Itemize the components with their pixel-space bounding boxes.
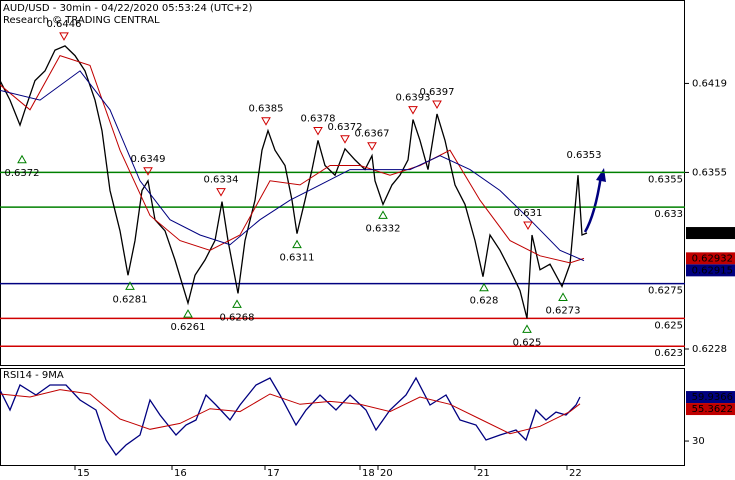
- last-value-label: 0.63114: [692, 228, 733, 239]
- trough-marker: [125, 281, 135, 290]
- trough-marker: [378, 210, 388, 219]
- last-value-box: [686, 252, 735, 265]
- x-tick-label: 16: [174, 468, 187, 479]
- peak-marker: [432, 100, 442, 110]
- peak-label: 0.6378: [301, 113, 336, 124]
- trough-marker: [17, 154, 27, 164]
- x-tick-label: 15: [77, 468, 90, 479]
- chart-title: AUD/USD - 30min - 04/22/2020 05:53:24 (U…: [3, 3, 252, 14]
- peak-marker: [367, 142, 377, 151]
- x-tick-label: 21: [477, 468, 490, 479]
- peak-marker: [523, 221, 533, 230]
- y-tick-label: 0.6419: [692, 78, 727, 89]
- y-tick-label: 30: [692, 436, 705, 447]
- trough-label: 0.6311: [280, 253, 315, 264]
- rsi-title: RSI14 - 9MA: [3, 370, 64, 381]
- series-line: [0, 45, 588, 319]
- forecast-arrowhead: [596, 168, 606, 182]
- chart-subtitle: Research © TRADING CENTRAL: [3, 15, 160, 26]
- peak-label: 0.6446: [47, 19, 82, 30]
- last-value-label: 0.62915: [692, 265, 733, 276]
- trough-label: 0.625: [513, 337, 542, 348]
- last-value-label: 55.3622: [692, 404, 733, 415]
- peak-label: 0.6385: [249, 104, 284, 115]
- high-label: 0.6353: [567, 150, 602, 161]
- peak-marker: [408, 106, 418, 115]
- peak-marker: [59, 32, 69, 41]
- trough-marker: [558, 292, 568, 301]
- last-value-label: 59.9366: [692, 392, 733, 403]
- peak-marker: [340, 135, 350, 144]
- peak-label: 0.6372: [328, 122, 363, 133]
- x-tick-label: 22: [569, 468, 582, 479]
- trough-label: 0.6281: [113, 294, 148, 305]
- trough-label: 0.6372: [5, 168, 40, 179]
- last-value-label: 0.62932: [692, 253, 733, 264]
- series-line: [0, 54, 585, 264]
- trough-label: 0.6268: [220, 312, 255, 323]
- rsi-panel: [0, 368, 685, 466]
- trough-marker: [183, 309, 193, 318]
- trough-marker: [522, 324, 532, 333]
- peak-marker: [313, 126, 323, 136]
- trough-marker: [479, 282, 489, 292]
- trough-label: 0.6332: [366, 223, 401, 234]
- level-label: 0.625: [654, 320, 683, 331]
- peak-label: 0.6397: [420, 87, 455, 98]
- trough-label: 0.6261: [171, 322, 206, 333]
- series-line: [0, 70, 585, 262]
- x-tick-label: 18: [362, 468, 375, 479]
- y-tick-label: 0.6355: [692, 167, 727, 178]
- level-label: 0.6275: [648, 286, 683, 297]
- peak-label: 0.6367: [355, 129, 390, 140]
- peak-label: 0.6349: [131, 154, 166, 165]
- x-tick-label: 20: [380, 468, 393, 479]
- level-label: 0.623: [654, 348, 683, 359]
- peak-label: 0.631: [514, 208, 543, 219]
- level-label: 0.633: [654, 209, 683, 220]
- forecast-arrow: [583, 175, 603, 233]
- price-panel: [0, 0, 685, 366]
- x-tick-label: 17: [267, 468, 280, 479]
- level-label: 0.6355: [648, 174, 683, 185]
- trough-label: 0.628: [470, 296, 499, 307]
- trough-label: 0.6273: [546, 305, 581, 316]
- last-value-box: [686, 391, 735, 404]
- peak-marker: [216, 188, 226, 197]
- trough-marker: [292, 239, 302, 249]
- peak-marker: [143, 167, 153, 176]
- peak-label: 0.6393: [396, 93, 431, 104]
- trough-marker: [232, 299, 242, 308]
- peak-marker: [261, 117, 271, 126]
- last-value-box: [686, 403, 735, 416]
- series-line: [0, 389, 581, 435]
- last-value-box: [686, 227, 735, 240]
- series-line: [0, 376, 581, 457]
- peak-label: 0.6334: [204, 175, 239, 186]
- y-tick-label: 0.6228: [692, 344, 727, 355]
- last-value-box: [686, 264, 735, 277]
